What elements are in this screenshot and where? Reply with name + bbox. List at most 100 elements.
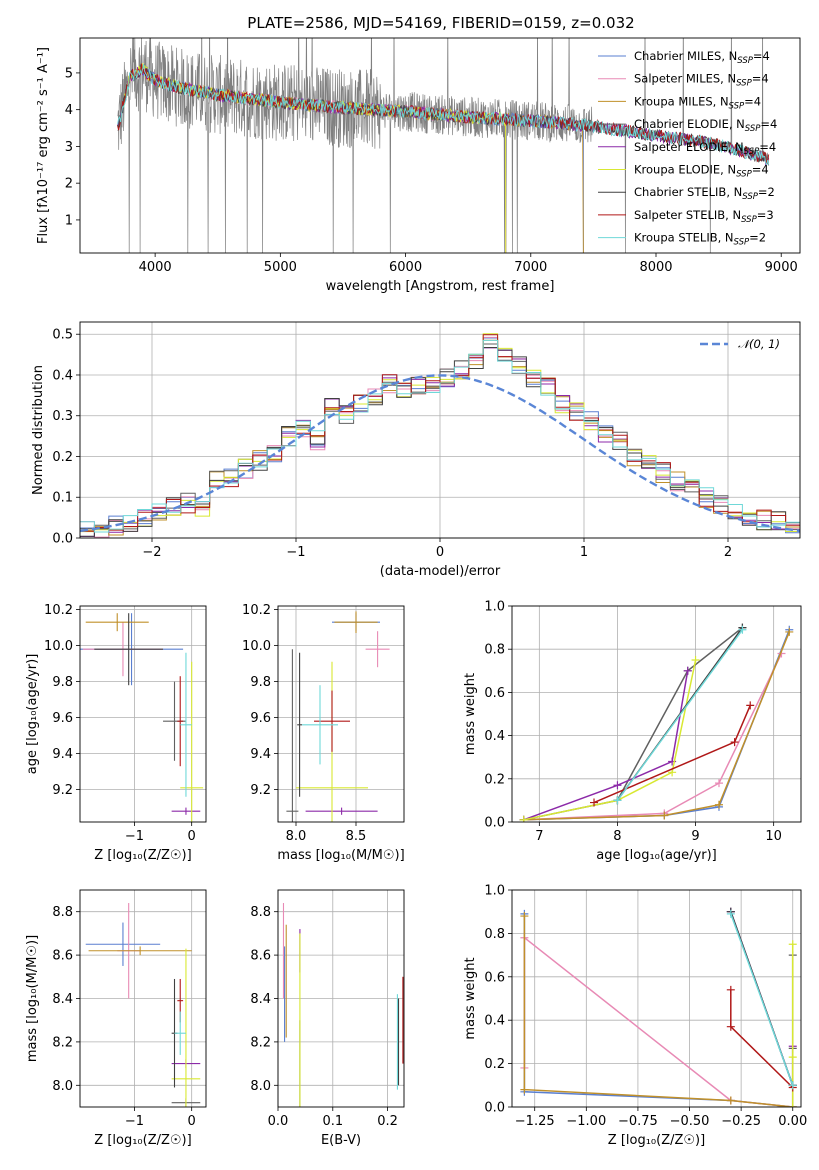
weight-point-marker bbox=[660, 811, 669, 820]
weight-point-marker bbox=[726, 985, 735, 994]
normal-reference-curve bbox=[80, 374, 800, 533]
legend-prefix: Kroupa STELIB, N bbox=[634, 231, 734, 245]
y-tick-label: 9.4 bbox=[250, 747, 271, 762]
Z_vs_mass-marks bbox=[85, 903, 201, 1107]
y-tick-label: 10.2 bbox=[44, 603, 73, 618]
weight-point-marker bbox=[520, 1085, 529, 1094]
x-tick-label: 4000 bbox=[139, 260, 172, 275]
x-axis-label: Z [log₁₀(Z/Z☉)] bbox=[94, 1133, 191, 1148]
y-tick-label: 10.0 bbox=[242, 639, 271, 654]
hist-step-series-6 bbox=[80, 347, 800, 537]
y-tick-label: 0.0 bbox=[484, 1101, 505, 1116]
y-tick-label: 9.8 bbox=[52, 675, 73, 690]
legend-suffix: =4 bbox=[744, 94, 761, 108]
x-tick-label: 0 bbox=[188, 829, 196, 844]
Z_vs_weight-marks bbox=[520, 907, 797, 1107]
x-tick-label: 9000 bbox=[765, 260, 798, 275]
y-tick-label: 8.2 bbox=[250, 1035, 271, 1050]
y-tick-label: 9.2 bbox=[52, 783, 73, 798]
x-tick-label: 8.0 bbox=[286, 829, 307, 844]
y-tick-label: 0.6 bbox=[484, 686, 505, 701]
legend-prefix: Chabrier ELODIE, N bbox=[634, 117, 745, 131]
y-tick-label: 8.8 bbox=[250, 905, 271, 920]
x-axis-label: age [log₁₀(age/yr)] bbox=[596, 848, 717, 863]
y-tick-label: 0.0 bbox=[484, 816, 505, 831]
mass_vs_age-marks bbox=[286, 611, 390, 822]
y-tick-label: 8.2 bbox=[52, 1035, 73, 1050]
residual_hist-panel: −2 −1 0 1 2 0.0 0.1 0.2 0.3 0.4 0.5 (data-model)/er… bbox=[31, 321, 801, 579]
legend-suffix: =4 bbox=[752, 163, 769, 177]
y-tick-label: 8.4 bbox=[52, 992, 73, 1007]
weight-point-marker bbox=[726, 909, 735, 918]
y-tick-label: 10.2 bbox=[242, 603, 271, 618]
legend-suffix: =2 bbox=[749, 231, 766, 245]
figure-title: PLATE=2586, MJD=54169, FIBERID=0159, z=0… bbox=[247, 14, 634, 32]
axes-frame bbox=[79, 321, 801, 539]
x-tick-label: 8000 bbox=[639, 260, 672, 275]
weight-line-8 bbox=[616, 629, 744, 801]
weight-point-marker bbox=[613, 781, 622, 790]
legend-suffix: =2 bbox=[758, 185, 775, 199]
y-tick-label: 0.5 bbox=[52, 328, 73, 343]
y-tick-label: 2 bbox=[65, 177, 73, 192]
legend-suffix: =4 bbox=[752, 72, 769, 86]
y-tick-label: 9.4 bbox=[52, 747, 73, 762]
weight-line-8 bbox=[730, 913, 794, 1086]
legend-sub: SSP bbox=[742, 192, 758, 202]
spectrum-model-7 bbox=[117, 63, 770, 165]
y-tick-label: 3 bbox=[65, 140, 73, 155]
EBV_vs_mass-marks bbox=[282, 903, 404, 1107]
y-tick-label: 9.2 bbox=[250, 783, 271, 798]
y-tick-label: 0.3 bbox=[52, 409, 73, 424]
weight-line-0 bbox=[523, 913, 793, 1107]
weight-line-7 bbox=[730, 989, 794, 1089]
hist-step-series-8 bbox=[80, 339, 800, 533]
mass_vs_age-panel: 8.0 8.5 9.2 9.4 9.6 9.8 10.0 10.2 mass [log₁₀(M/… bbox=[242, 603, 405, 863]
x-axis-label: Z [log₁₀(Z/Z☉)] bbox=[608, 1133, 705, 1148]
axes-frame bbox=[79, 37, 801, 254]
legend-sub: SSP bbox=[744, 147, 760, 157]
legend-entry-2: Kroupa MILES, NSSP=4 bbox=[634, 94, 761, 111]
weight-point-marker bbox=[519, 815, 528, 822]
hist-legend-label: 𝒩(0, 1) bbox=[738, 337, 780, 351]
axes-frame bbox=[511, 605, 802, 823]
weight-point-marker bbox=[613, 796, 622, 805]
y-tick-label: 10.0 bbox=[44, 639, 73, 654]
y-tick-label: 1 bbox=[65, 213, 73, 228]
EBV_vs_mass-panel: 0.0 0.1 0.2 8.0 8.2 8.4 8.6 8.8 E(B-V) bbox=[250, 889, 405, 1148]
y-tick-label: 0.8 bbox=[484, 927, 505, 942]
x-tick-label: −1 bbox=[125, 829, 144, 844]
x-tick-label: 0.00 bbox=[778, 1114, 807, 1129]
x-tick-label: −1.00 bbox=[566, 1114, 606, 1129]
x-tick-label: 0 bbox=[188, 1114, 196, 1129]
spectrum-model-8 bbox=[117, 64, 770, 166]
legend-sub: SSP bbox=[729, 101, 745, 111]
x-tick-label: 6000 bbox=[389, 260, 422, 275]
weight-point-marker bbox=[788, 940, 797, 949]
x-tick-label: 1 bbox=[580, 545, 588, 560]
legend-entry-7: Salpeter STELIB, NSSP=3 bbox=[634, 208, 774, 225]
weight-point-marker bbox=[788, 1053, 797, 1062]
Z_vs_age-marks bbox=[80, 613, 204, 822]
weight-line-1 bbox=[523, 936, 793, 1107]
x-tick-label: 0.0 bbox=[268, 1114, 289, 1129]
y-axis-label: Flux [fλ10⁻¹⁷ erg cm⁻² s⁻¹ A⁻¹] bbox=[36, 47, 51, 244]
x-tick-label: 7 bbox=[535, 829, 543, 844]
y-axis-label: mass weight bbox=[463, 957, 478, 1039]
age_vs_weight-panel: 7 8 9 10 0.0 0.2 0.4 0.6 0.8 1.0 age [log₁₀(age/yr… bbox=[463, 600, 802, 863]
x-tick-label: 8 bbox=[613, 829, 621, 844]
y-tick-label: 8.8 bbox=[52, 905, 73, 920]
weight-point-marker bbox=[738, 625, 747, 634]
y-tick-label: 0.4 bbox=[52, 368, 73, 383]
y-tick-label: 0.1 bbox=[52, 491, 73, 506]
Z_vs_weight-panel: −1.25 −1.00 −0.75 −0.50 −0.25 0.00 0.0 0.2 0.4 0.… bbox=[463, 884, 807, 1149]
legend-entry-1: Salpeter MILES, NSSP=4 bbox=[634, 72, 769, 89]
legend-entry-5: Kroupa ELODIE, NSSP=4 bbox=[634, 163, 769, 180]
y-tick-label: 4 bbox=[65, 103, 73, 118]
x-axis-label: (data-model)/error bbox=[380, 564, 501, 579]
legend-suffix: =3 bbox=[757, 208, 774, 222]
legend-suffix: =4 bbox=[760, 117, 777, 131]
weight-line-1 bbox=[523, 653, 783, 821]
weight-point-marker bbox=[714, 779, 723, 788]
